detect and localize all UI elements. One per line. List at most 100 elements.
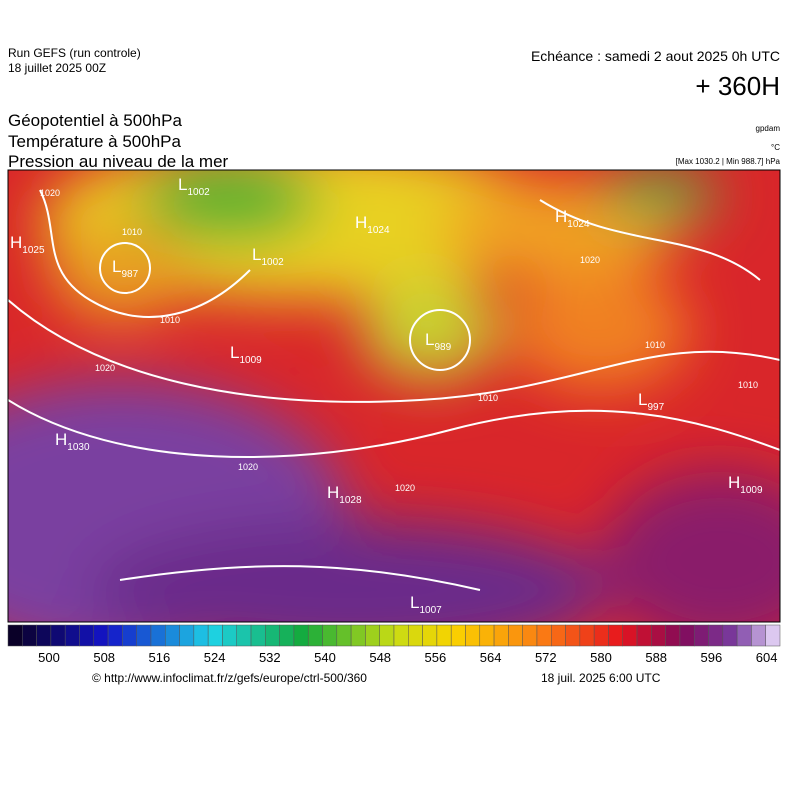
colorbar-cell [522,624,538,647]
colorbar-cell [479,624,495,647]
run: Run GEFS (run controle) [8,46,141,60]
colorbar-label: 500 [38,650,60,665]
pressure-center: L989 [425,330,452,353]
colorbar-cell [693,624,709,647]
colorbar-cell [679,624,695,647]
run-date: 18 juillet 2025 00Z [8,61,106,75]
colorbar-cell [636,624,652,647]
colorbar-cell [336,624,352,647]
colorbar-cell [193,624,209,647]
unit: °C [771,143,780,152]
unit: gpdam [756,124,781,133]
colorbar-cell [565,624,581,647]
colorbar-cell [107,624,123,647]
colorbar-label: 540 [314,650,336,665]
pressure-center: H1024 [555,207,590,230]
colorbar-cell [322,624,338,647]
param: Température à 500hPa [8,132,181,151]
colorbar-cell [265,624,280,647]
colorbar-label: 588 [645,650,667,665]
colorbar: 500 508 516 524 532 540 548 556 564 572 580 588 596 6… [7,624,781,665]
pressure-center: H1024 [355,213,390,236]
isobar-label: 1010 [478,393,498,403]
isobar-label: 1010 [122,227,142,237]
isobar-label: 1020 [40,188,60,198]
colorbar-cell [350,624,366,647]
pressure-center: H1028 [327,483,362,506]
pressure-center: H1009 [728,473,763,496]
colorbar-cell [179,624,195,647]
map [8,170,780,622]
colorbar-cell [93,624,109,647]
colorbar-cell [64,624,80,647]
map-frame [7,169,781,623]
colorbar-cell [508,624,523,647]
colorbar-cell [751,624,766,647]
colorbar-label: 572 [535,650,557,665]
colorbar-cell [307,624,323,647]
colorbar-cell [708,624,724,647]
colorbar-cell [293,624,309,647]
colorbar-cell [50,624,66,647]
colorbar-cell [422,624,438,647]
colorbar-cell [765,624,781,647]
isobar-label: 1020 [238,462,258,472]
colorbar-label: 508 [93,650,115,665]
colorbar-label: 524 [204,650,226,665]
colorbar-cell [79,624,95,647]
colorbar-cell [36,624,52,647]
pressure-center: L997 [638,390,665,413]
pressure-center: H1025 [10,233,45,256]
colorbar-cell [250,624,266,647]
colorbar-cell [222,624,237,647]
colorbar-label: 580 [590,650,612,665]
colorbar-label: 564 [480,650,502,665]
colorbar-cell [622,624,638,647]
pressure-center: L1002 [178,175,210,198]
colorbar-label: 604 [756,650,778,665]
colorbar-cell [593,624,609,647]
colorbar-cell [365,624,380,647]
colorbar-cell [236,624,252,647]
colorbar-cell [736,624,752,647]
pressure-center: L987 [112,257,139,280]
colorbar-label: 516 [149,650,171,665]
colorbar-cell [608,624,623,647]
colorbar-cell [436,624,452,647]
source: © http://www.infoclimat.fr/z/gefs/europe… [92,671,367,685]
colorbar-cell [379,624,395,647]
isobar-label: 1020 [395,483,415,493]
colorbar-cell [165,624,180,647]
colorbar-label: 532 [259,650,281,665]
run-time: 18 juil. 2025 6:00 UTC [541,671,661,685]
isobar-label: 1020 [95,363,115,373]
isobar-label: 1010 [738,380,758,390]
unit: [Max 1030.2 | Min 988.7] hPa [676,157,781,166]
colorbar-cell [408,624,423,647]
isobar-label: 1010 [645,340,665,350]
valid-time: Echéance : samedi 2 aout 2025 0h UTC [531,48,780,64]
param: Pression au niveau de la mer [8,152,229,171]
colorbar-cell [722,624,738,647]
colorbar-cell [136,624,152,647]
colorbar-label: 548 [369,650,391,665]
colorbar-cell [393,624,409,647]
pressure-center: L1002 [252,245,284,268]
colorbar-cell [493,624,509,647]
colorbar-cell [7,624,23,647]
pressure-center: L1007 [410,593,442,616]
colorbar-cell [536,624,552,647]
colorbar-cell [465,624,481,647]
pressure-center: L1009 [230,343,262,366]
colorbar-cell [551,624,566,647]
isobar-label: 1020 [580,255,600,265]
colorbar-cell [22,624,37,647]
colorbar-cell [279,624,295,647]
colorbar-cell [651,624,666,647]
colorbar-cell [207,624,223,647]
colorbar-cell [579,624,595,647]
colorbar-label: 596 [701,650,723,665]
colorbar-cell [450,624,466,647]
colorbar-cell [150,624,166,647]
